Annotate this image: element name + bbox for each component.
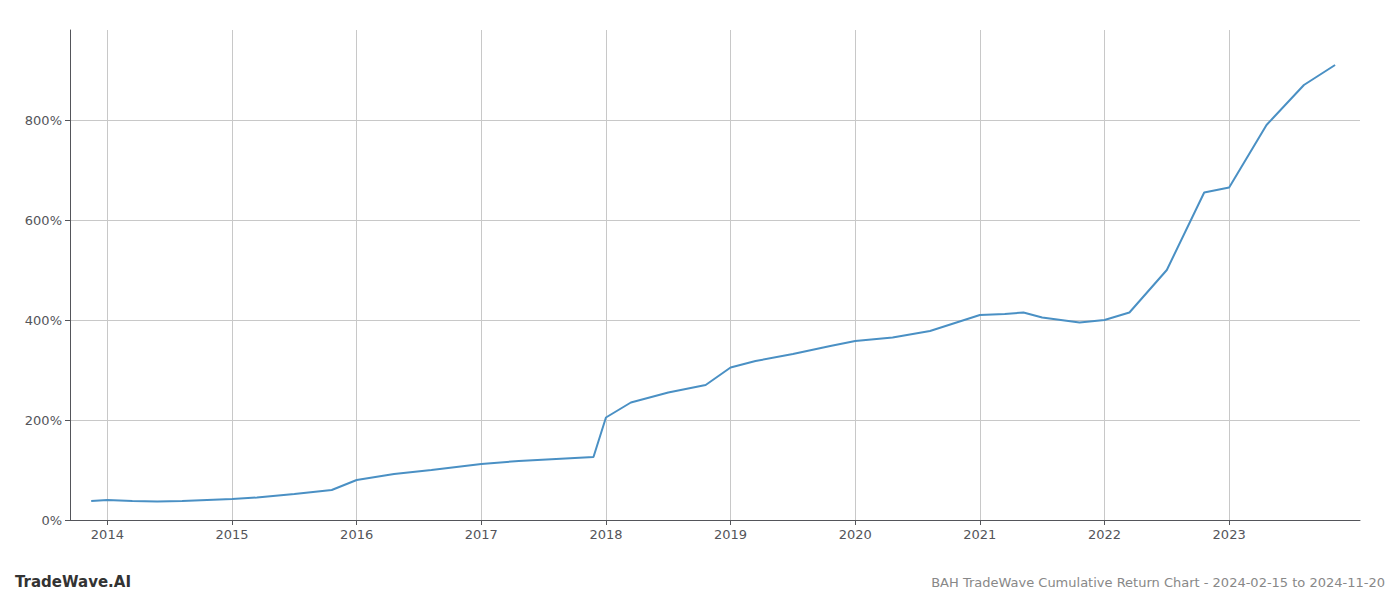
svg-text:2015: 2015 — [215, 527, 248, 542]
svg-text:800%: 800% — [25, 113, 62, 128]
svg-text:BAH TradeWave Cumulative Retur: BAH TradeWave Cumulative Return Chart - … — [931, 575, 1385, 590]
svg-text:2017: 2017 — [465, 527, 498, 542]
svg-text:0%: 0% — [41, 513, 62, 528]
svg-text:200%: 200% — [25, 413, 62, 428]
svg-text:2023: 2023 — [1213, 527, 1246, 542]
svg-text:2021: 2021 — [963, 527, 996, 542]
svg-text:600%: 600% — [25, 213, 62, 228]
svg-text:400%: 400% — [25, 313, 62, 328]
svg-text:2018: 2018 — [589, 527, 622, 542]
svg-text:2019: 2019 — [714, 527, 747, 542]
svg-text:2014: 2014 — [91, 527, 124, 542]
svg-text:2020: 2020 — [839, 527, 872, 542]
svg-text:2022: 2022 — [1088, 527, 1121, 542]
svg-text:TradeWave.AI: TradeWave.AI — [15, 573, 131, 591]
svg-text:2016: 2016 — [340, 527, 373, 542]
